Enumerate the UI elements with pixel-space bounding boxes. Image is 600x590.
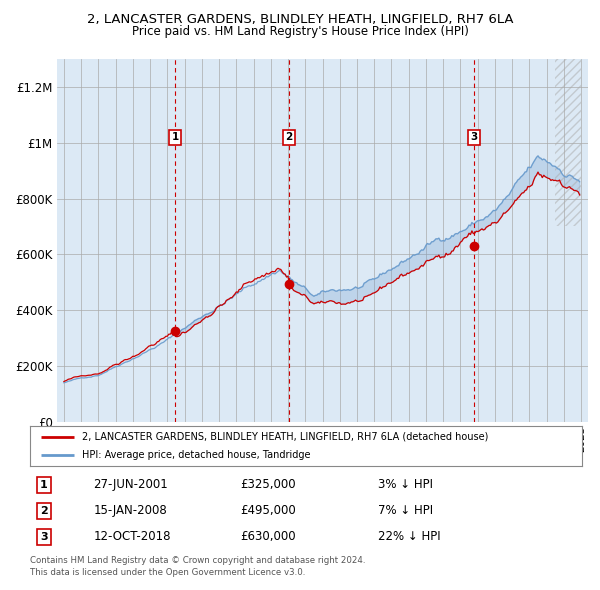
Text: Price paid vs. HM Land Registry's House Price Index (HPI): Price paid vs. HM Land Registry's House … <box>131 25 469 38</box>
Text: 2: 2 <box>285 132 292 142</box>
Text: £325,000: £325,000 <box>240 478 295 491</box>
Text: 15-JAN-2008: 15-JAN-2008 <box>94 504 167 517</box>
Text: 2, LANCASTER GARDENS, BLINDLEY HEATH, LINGFIELD, RH7 6LA: 2, LANCASTER GARDENS, BLINDLEY HEATH, LI… <box>87 13 513 26</box>
Text: 3: 3 <box>40 532 47 542</box>
Text: Contains HM Land Registry data © Crown copyright and database right 2024.: Contains HM Land Registry data © Crown c… <box>30 556 365 565</box>
Text: 22% ↓ HPI: 22% ↓ HPI <box>378 530 440 543</box>
Text: £630,000: £630,000 <box>240 530 295 543</box>
Text: 27-JUN-2001: 27-JUN-2001 <box>94 478 168 491</box>
Text: 1: 1 <box>172 132 179 142</box>
Text: 1: 1 <box>40 480 47 490</box>
Text: HPI: Average price, detached house, Tandridge: HPI: Average price, detached house, Tand… <box>82 450 311 460</box>
Text: 2: 2 <box>40 506 47 516</box>
Text: 3% ↓ HPI: 3% ↓ HPI <box>378 478 433 491</box>
Text: 12-OCT-2018: 12-OCT-2018 <box>94 530 171 543</box>
Text: This data is licensed under the Open Government Licence v3.0.: This data is licensed under the Open Gov… <box>30 568 305 577</box>
Text: £495,000: £495,000 <box>240 504 296 517</box>
Text: 7% ↓ HPI: 7% ↓ HPI <box>378 504 433 517</box>
Text: 3: 3 <box>470 132 478 142</box>
Text: 2, LANCASTER GARDENS, BLINDLEY HEATH, LINGFIELD, RH7 6LA (detached house): 2, LANCASTER GARDENS, BLINDLEY HEATH, LI… <box>82 432 489 442</box>
